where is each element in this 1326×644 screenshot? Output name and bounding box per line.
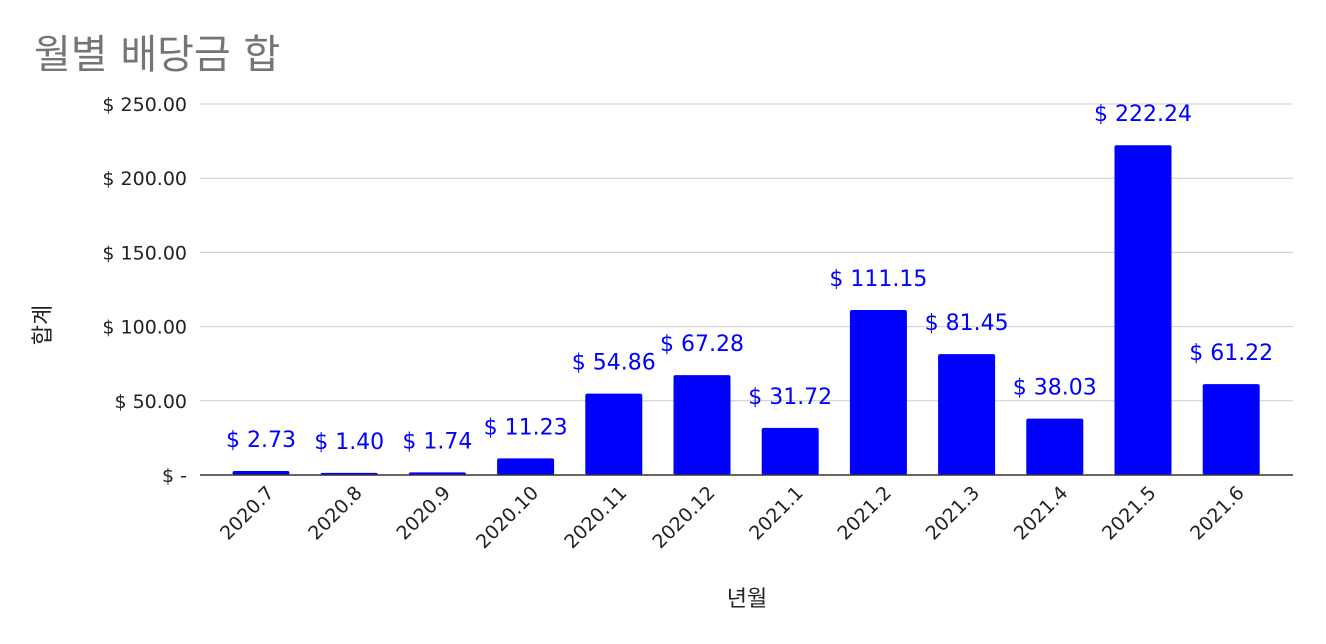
bar [673, 375, 731, 475]
data-label: $ 222.24 [1094, 102, 1192, 127]
data-label: $ 1.74 [402, 429, 472, 454]
x-tick-label: 2020.7 [216, 482, 279, 545]
x-tick-label: 2021.1 [745, 482, 808, 545]
y-tick-label: $ 150.00 [102, 242, 187, 264]
x-tick-label: 2021.5 [1098, 482, 1161, 545]
y-tick-label: $ 100.00 [102, 317, 187, 339]
data-label: $ 111.15 [829, 267, 927, 292]
y-tick-label: $ 50.00 [114, 391, 187, 413]
bar [497, 458, 555, 475]
x-tick-label: 2020.10 [472, 482, 543, 553]
data-label: $ 67.28 [660, 332, 744, 357]
data-label: $ 54.86 [572, 351, 656, 376]
y-axis-title: 합계 [31, 305, 56, 345]
axes: $ - $ 50.00 $ 100.00 $ 150.00 $ 200.00 $ 250.… [102, 94, 1293, 553]
bar [232, 470, 290, 475]
data-label: $ 61.22 [1189, 341, 1273, 366]
bar [761, 427, 819, 475]
gridlines [200, 103, 1293, 402]
y-tick-label: $ - [162, 465, 187, 487]
x-tick-label: 2020.11 [560, 482, 631, 553]
x-axis-title: 년월 [727, 587, 767, 612]
data-label: $ 31.72 [748, 385, 832, 410]
bar [1202, 384, 1260, 475]
chart-title: 월별 배당금 합 [34, 32, 281, 78]
x-tick-label: 2021.2 [833, 482, 896, 545]
x-tick-label: 2021.4 [1010, 482, 1073, 545]
bar [849, 310, 907, 475]
x-tick-label: 2020.12 [648, 482, 719, 553]
y-tick-label: $ 200.00 [102, 168, 187, 190]
x-tick-label: 2021.3 [922, 482, 985, 545]
data-label: $ 11.23 [484, 415, 568, 440]
data-label: $ 81.45 [925, 311, 1009, 336]
bars [232, 145, 1260, 475]
bar [585, 393, 643, 475]
y-tick-label: $ 250.00 [102, 94, 187, 116]
bar [938, 354, 996, 475]
data-labels: $ 2.73 $ 1.40 $ 1.74 $ 11.23 $ 54.86$ 67.28 $… [226, 102, 1273, 455]
data-label: $ 2.73 [226, 428, 296, 453]
x-tick-label: 2020.8 [304, 482, 367, 545]
bar [1026, 418, 1084, 475]
data-label: $ 1.40 [314, 430, 384, 455]
bar [1114, 145, 1172, 475]
x-tick-label: 2021.6 [1186, 482, 1249, 545]
data-label: $ 38.03 [1013, 376, 1097, 401]
x-tick-label: 2020.9 [392, 482, 455, 545]
